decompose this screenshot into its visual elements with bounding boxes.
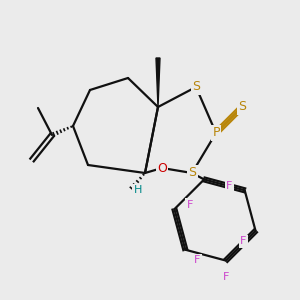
Polygon shape: [156, 58, 160, 107]
Text: F: F: [240, 236, 247, 246]
Text: O: O: [157, 161, 167, 175]
Text: F: F: [194, 255, 200, 265]
Text: H: H: [134, 185, 142, 195]
Text: S: S: [238, 100, 246, 113]
Text: F: F: [223, 272, 229, 282]
Text: P: P: [212, 127, 220, 140]
Text: S: S: [188, 167, 196, 179]
Text: S: S: [192, 80, 200, 94]
Text: F: F: [187, 200, 193, 209]
Text: F: F: [226, 181, 232, 191]
